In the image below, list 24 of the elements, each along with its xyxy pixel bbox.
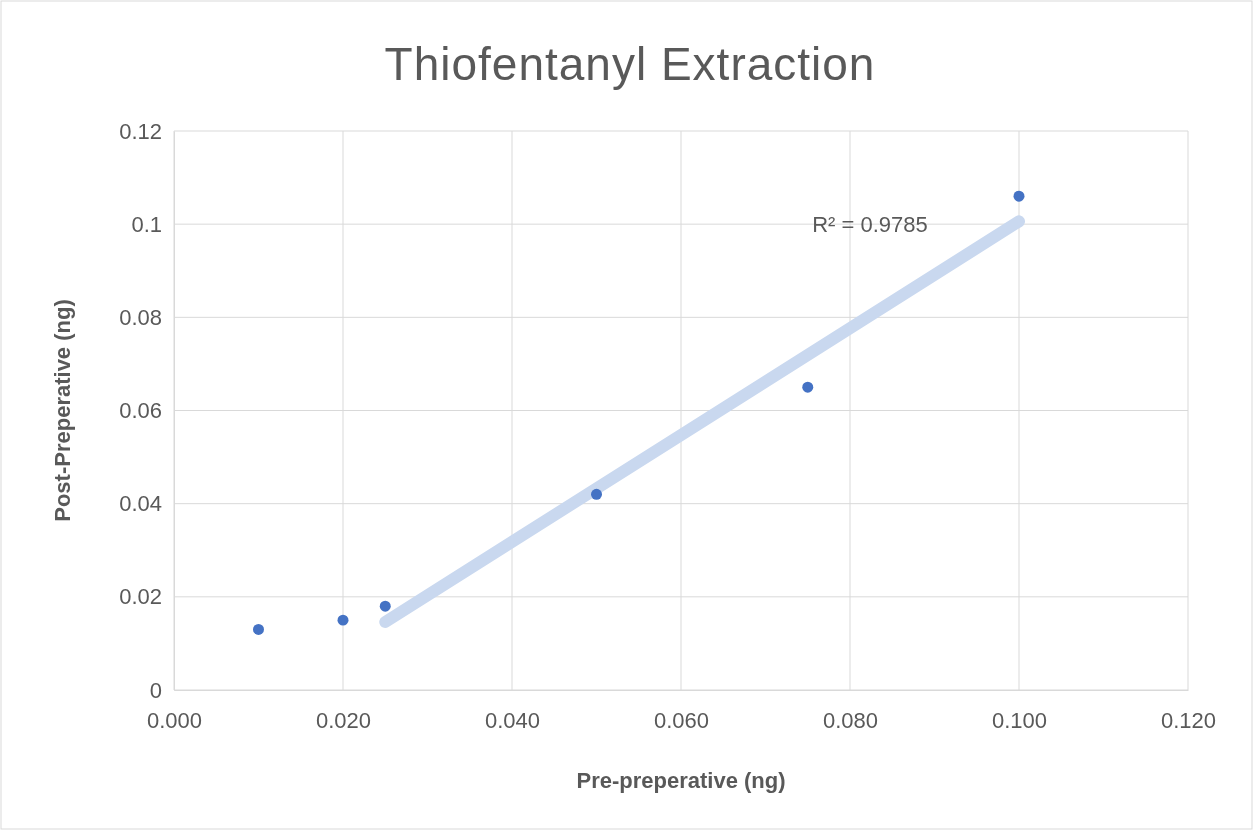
y-tick-label: 0 [149,677,162,703]
point [1013,190,1025,202]
x-tick-label: 0.020 [315,707,372,733]
x-tick-label: 0.100 [991,707,1048,733]
y-tick-label: 0.02 [119,584,162,610]
y-tick-label: 0.12 [119,118,162,144]
chart-title: Thiofentanyl Extraction [384,38,876,90]
point [802,381,814,393]
point [337,614,349,626]
x-tick-label: 0.060 [653,707,710,733]
y-tick-label: 0.08 [119,304,162,330]
y-tick-label: 0.04 [119,491,162,517]
point [379,600,391,612]
x-tick-label: 0.080 [822,707,879,733]
y-tick-label: 0.1 [131,211,162,237]
point [591,488,602,500]
x-tick-label: 0.120 [1160,707,1217,733]
point [253,623,264,635]
x-tick-label: 0.000 [146,707,203,733]
x-axis-title: Pre-preperative (ng) [576,768,786,793]
annotation: R² = 0.9785 [812,212,928,237]
x-tick-label: 0.040 [484,707,541,733]
y-axis-title: Post-Preperative (ng) [50,299,75,522]
y-tick-label: 0.06 [119,398,162,424]
